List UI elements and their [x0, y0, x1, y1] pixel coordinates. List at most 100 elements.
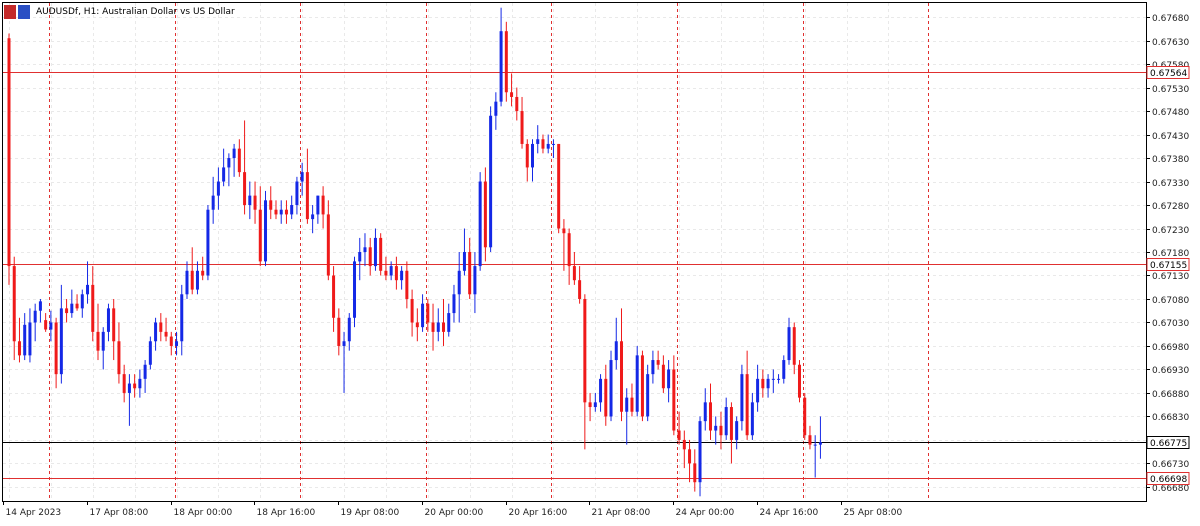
bull-candle [462, 228, 466, 276]
candle-body [227, 158, 231, 168]
candle-body [693, 463, 697, 483]
candle-body [290, 205, 294, 215]
symbol-flags-icon [4, 5, 30, 19]
price-label-box [1146, 258, 1190, 271]
y-tick-label: 0.66880 [1152, 390, 1189, 400]
candle-body [541, 139, 545, 149]
bear-candle [12, 256, 16, 361]
bull-candle [473, 252, 477, 314]
bear-candle [253, 181, 257, 224]
candle-body [363, 247, 367, 252]
y-tick-label: 0.67080 [1152, 296, 1189, 306]
candle-body [745, 374, 749, 436]
bull-candle [551, 139, 555, 159]
x-tick-label: 18 Apr 00:00 [174, 508, 233, 518]
bull-candle [185, 261, 189, 299]
candle-body [185, 270, 189, 295]
candle-body [122, 374, 126, 393]
candle-body [703, 402, 707, 422]
candle-body [23, 324, 27, 356]
candle-body [44, 320, 48, 330]
bear-candle [630, 383, 634, 417]
candle-body [321, 195, 325, 215]
bull-candle [211, 176, 215, 224]
candles [7, 7, 822, 497]
candle-body [28, 322, 32, 356]
candle-body [457, 270, 461, 295]
bear-candle [797, 360, 801, 403]
candle-body [499, 31, 503, 102]
bear-candle [91, 266, 95, 342]
bull-candle [724, 397, 728, 440]
bear-candle [44, 313, 48, 332]
candle-body [504, 31, 508, 93]
candle-body [436, 322, 440, 332]
x-tick-label: 24 Apr 00:00 [676, 508, 735, 518]
candle-body [394, 266, 398, 281]
candle-body [400, 270, 404, 281]
candle-body [593, 402, 597, 408]
bull-candle [33, 303, 37, 342]
candle-body [379, 237, 383, 271]
bull-candle [813, 435, 817, 478]
y-tick-label: 0.67280 [1152, 202, 1189, 212]
bull-candle [264, 190, 268, 267]
bear-candle [803, 392, 807, 440]
candle-body [578, 280, 582, 299]
candle-body [735, 421, 739, 440]
candle-body [661, 364, 665, 389]
candle-body [426, 303, 430, 323]
bull-candle [106, 303, 110, 342]
candle-body [473, 266, 477, 295]
candle-body [619, 341, 623, 412]
bear-candle [75, 294, 79, 311]
bull-candle [447, 303, 451, 337]
bull-candle [436, 308, 440, 342]
candle-body [311, 214, 315, 220]
bear-candle [567, 228, 571, 285]
candle-body [546, 143, 550, 149]
bear-candle [415, 308, 419, 342]
y-tick-label: 0.67680 [1152, 14, 1189, 24]
bear-candle [640, 350, 644, 422]
bear-candle [65, 298, 69, 323]
candle-body [410, 298, 414, 323]
bear-candle [583, 294, 587, 450]
x-tick-label: 24 Apr 16:00 [760, 508, 819, 518]
x-tick-label: 18 Apr 16:00 [257, 508, 316, 518]
bear-candle [258, 186, 262, 267]
bull-candle [478, 172, 482, 271]
candle-body [431, 322, 435, 332]
y-tick-label: 0.67480 [1152, 108, 1189, 118]
bull-candle [400, 266, 404, 290]
bull-candle [740, 364, 744, 431]
candle-body [232, 148, 236, 159]
bull-candle [23, 313, 27, 361]
bear-candle [54, 317, 58, 389]
bull-candle [154, 317, 158, 351]
bull-candle [536, 125, 540, 154]
candle-body [216, 181, 220, 196]
candle-body [279, 209, 283, 215]
bull-candle [227, 153, 231, 187]
candle-body [803, 397, 807, 436]
candle-body [756, 378, 760, 403]
candle-body [609, 360, 613, 417]
bear-candle [368, 237, 372, 276]
price-label: 0.66698 [1150, 475, 1187, 485]
candle-body [112, 308, 116, 342]
bull-candle [353, 256, 357, 328]
candle-body [237, 148, 241, 173]
candle-body [316, 195, 320, 215]
candle-body [536, 139, 540, 144]
candle-body [358, 252, 362, 262]
bull-candle [499, 7, 503, 107]
bull-candle [651, 350, 655, 384]
candle-body [300, 172, 304, 182]
candle-body [572, 266, 576, 281]
bull-candle [70, 289, 74, 318]
candle-body [729, 407, 733, 440]
x-tick-label: 17 Apr 08:00 [90, 508, 149, 518]
